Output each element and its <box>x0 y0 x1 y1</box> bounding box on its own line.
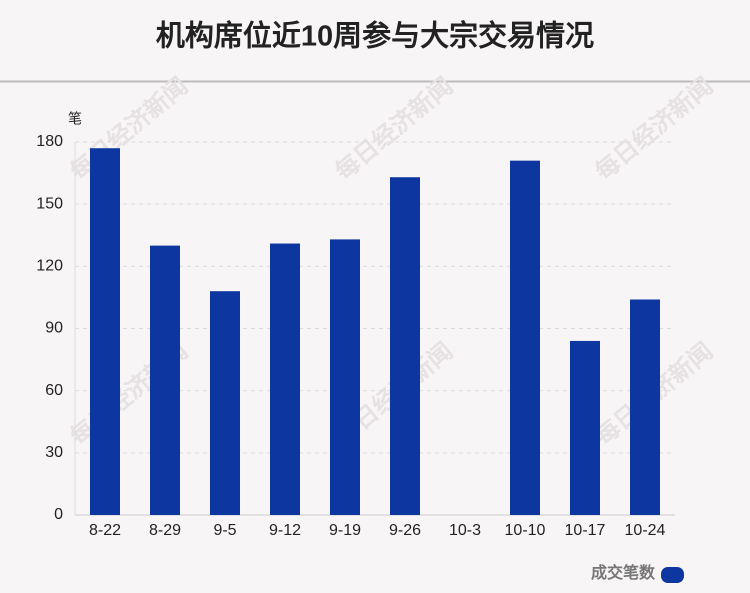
legend-label: 成交笔数 <box>591 563 656 582</box>
x-tick-label: 8-22 <box>89 522 121 539</box>
chart-title: 机构席位近10周参与大宗交易情况 <box>156 19 594 53</box>
bar <box>210 291 240 515</box>
bar <box>570 340 600 515</box>
y-tick-label: 180 <box>36 133 63 150</box>
x-tick-label: 10-17 <box>565 522 606 539</box>
bar <box>630 299 660 515</box>
y-tick-label: 60 <box>45 382 63 399</box>
y-tick-label: 150 <box>36 195 63 212</box>
y-tick-label: 0 <box>54 506 63 523</box>
x-tick-label: 9-26 <box>389 522 421 539</box>
legend-swatch <box>661 567 684 583</box>
y-tick-label: 120 <box>36 258 63 275</box>
bar <box>90 148 120 515</box>
watermark: 每日经济新闻 <box>589 71 718 186</box>
bar <box>270 243 300 516</box>
bar <box>390 177 420 515</box>
watermark: 每日经济新闻 <box>64 71 193 186</box>
x-tick-label: 10-24 <box>625 522 666 539</box>
y-tick-label: 30 <box>45 444 63 461</box>
bar <box>150 245 180 515</box>
x-tick-label: 9-5 <box>213 522 236 539</box>
x-tick-label: 8-29 <box>149 522 181 539</box>
y-unit: 笔 <box>68 111 82 127</box>
x-tick-label: 9-12 <box>269 522 301 539</box>
bar <box>330 239 360 515</box>
x-tick-label: 9-19 <box>329 522 361 539</box>
y-tick-label: 90 <box>45 320 63 337</box>
watermark: 每日经济新闻 <box>329 71 458 186</box>
x-tick-label: 10-3 <box>449 522 481 539</box>
bar <box>510 160 540 515</box>
x-tick-label: 10-10 <box>505 522 546 539</box>
